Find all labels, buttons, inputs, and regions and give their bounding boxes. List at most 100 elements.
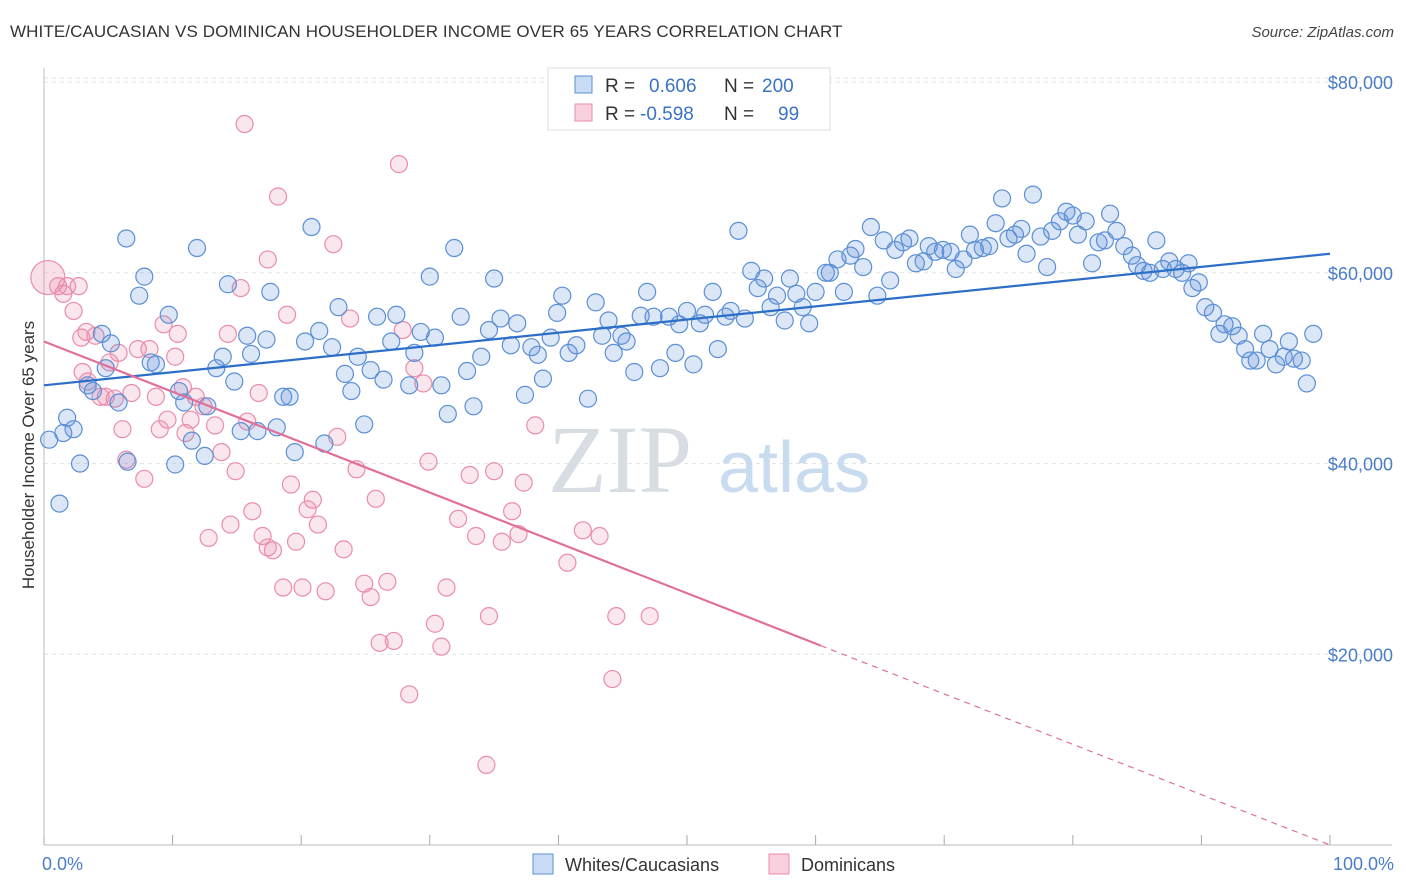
whites-point bbox=[1017, 244, 1036, 263]
dominicans-point bbox=[168, 324, 187, 343]
whites-point bbox=[238, 326, 257, 345]
source-label: Source: ZipAtlas.com bbox=[1251, 24, 1394, 41]
whites-point bbox=[559, 343, 578, 363]
whites-point bbox=[1189, 273, 1208, 292]
whites-points bbox=[40, 185, 1323, 513]
dominicans-point bbox=[258, 538, 277, 557]
y-tick-label-20000: $20,000 bbox=[1328, 645, 1393, 665]
dominicans-point bbox=[166, 347, 185, 366]
dominicans-point bbox=[573, 521, 592, 540]
whites-point bbox=[159, 305, 178, 324]
whites-point bbox=[820, 263, 839, 282]
dominicans-point bbox=[432, 637, 451, 656]
whites-point bbox=[806, 282, 825, 301]
dominicans-point bbox=[158, 410, 177, 429]
whites-point bbox=[1292, 351, 1311, 370]
whites-point bbox=[1043, 221, 1062, 240]
bottom-legend-label-dominicans: Dominicans bbox=[801, 855, 895, 875]
dominicans-point bbox=[400, 685, 419, 704]
whites-point bbox=[748, 278, 767, 298]
dominicans-point bbox=[253, 526, 272, 546]
dominicans-point bbox=[135, 469, 154, 488]
whites-point bbox=[1107, 221, 1126, 240]
whites-point bbox=[445, 238, 464, 258]
whites-point bbox=[182, 431, 201, 450]
dominicans-point bbox=[425, 614, 445, 633]
whites-point bbox=[1297, 374, 1316, 393]
dominicans-point bbox=[298, 500, 317, 519]
whites-point bbox=[374, 370, 393, 389]
x-ticks bbox=[43, 835, 1331, 845]
whites-point bbox=[567, 336, 586, 355]
whites-point bbox=[257, 330, 276, 349]
dominicans-point bbox=[384, 631, 403, 651]
dominicans-point bbox=[176, 423, 195, 443]
chart-title: WHITE/CAUCASIAN VS DOMINICAN HOUSEHOLDER… bbox=[10, 22, 843, 41]
dominicans-point bbox=[199, 528, 218, 548]
whites-point bbox=[861, 217, 880, 237]
dominicans-point bbox=[607, 607, 626, 626]
whites-point bbox=[348, 347, 367, 366]
dominicans-point bbox=[361, 587, 380, 607]
y-tick-labels: $20,000 $40,000 $60,000 $80,000 bbox=[1328, 73, 1393, 665]
dominicans-point bbox=[378, 572, 397, 591]
whites-point bbox=[1100, 204, 1120, 223]
whites-point bbox=[1266, 355, 1286, 374]
whites-point bbox=[1254, 324, 1273, 343]
stats-legend-box bbox=[547, 67, 831, 131]
dominicans-point bbox=[226, 462, 245, 481]
watermark-atlas: atlas bbox=[718, 428, 870, 508]
dominicans-point bbox=[466, 526, 486, 546]
dominicans-point bbox=[503, 502, 522, 521]
whites-point bbox=[1012, 219, 1031, 239]
x-tick-label-0: 0.0% bbox=[42, 854, 83, 874]
whites-point bbox=[541, 328, 560, 347]
dominicans-point bbox=[366, 489, 385, 508]
whites-point bbox=[854, 257, 873, 277]
whites-point bbox=[1037, 257, 1057, 277]
dominicans-point bbox=[419, 452, 438, 471]
dominicans-point bbox=[492, 532, 511, 551]
whites-point bbox=[846, 239, 865, 259]
dominicans-point bbox=[263, 541, 283, 560]
dominicans-point bbox=[526, 416, 545, 435]
whites-point bbox=[1023, 185, 1043, 204]
legend-swatch-blue bbox=[574, 75, 593, 94]
whites-point bbox=[322, 338, 342, 357]
dominicans-point bbox=[293, 578, 312, 597]
whites-point bbox=[767, 286, 787, 305]
whites-point bbox=[1236, 339, 1255, 359]
dominicans-point bbox=[477, 755, 496, 774]
whites-point bbox=[187, 238, 207, 258]
whites-point bbox=[553, 286, 572, 305]
whites-point bbox=[1076, 212, 1095, 231]
whites-point bbox=[361, 360, 380, 380]
y-tick-label-80000: $80,000 bbox=[1328, 73, 1393, 93]
whites-point bbox=[886, 240, 905, 260]
whites-point bbox=[755, 269, 774, 288]
dominicans-point bbox=[324, 235, 343, 254]
dominicans-point bbox=[181, 410, 200, 429]
dominicans-point bbox=[286, 532, 306, 551]
whites-point bbox=[1089, 233, 1108, 252]
whites-point bbox=[1147, 231, 1166, 250]
whites-point bbox=[130, 286, 149, 305]
dominicans-point bbox=[69, 277, 88, 296]
whites-point bbox=[533, 369, 553, 388]
dominicans-point bbox=[405, 359, 424, 378]
dominicans-point bbox=[485, 462, 504, 481]
whites-point bbox=[684, 355, 703, 374]
whites-point bbox=[101, 334, 120, 353]
dominicans-point bbox=[277, 305, 297, 324]
dominicans-point bbox=[370, 633, 389, 652]
dominicans-point bbox=[235, 114, 254, 134]
whites-point bbox=[58, 408, 77, 427]
whites-point bbox=[64, 420, 83, 439]
dominicans-point bbox=[448, 509, 468, 528]
whites-point bbox=[650, 359, 670, 378]
whites-point bbox=[708, 339, 727, 359]
whites-point bbox=[295, 332, 315, 351]
whites-point bbox=[729, 221, 748, 240]
dominicans-point bbox=[514, 473, 533, 492]
